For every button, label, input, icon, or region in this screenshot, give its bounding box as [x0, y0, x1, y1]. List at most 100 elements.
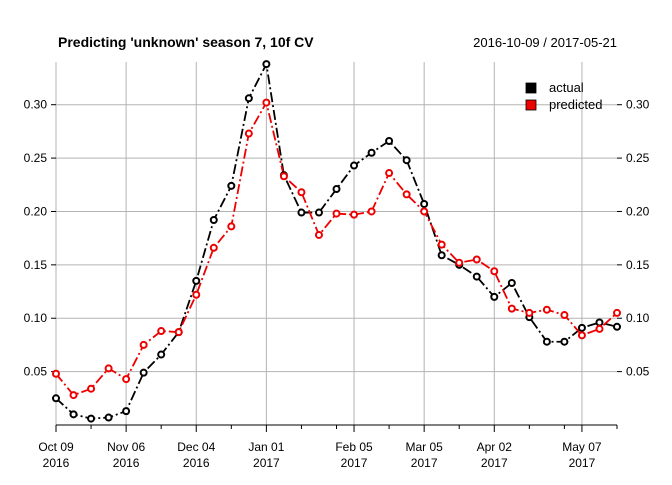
data-point-actual	[402, 156, 411, 165]
data-point-actual	[87, 414, 96, 423]
data-point-actual	[472, 272, 481, 281]
y-tick-label-right: 0.15	[626, 258, 650, 272]
data-point-predicted	[244, 129, 253, 138]
chart-title: Predicting 'unknown' season 7, 10f CV	[58, 34, 314, 50]
x-tick-label-year: 2016	[113, 456, 140, 470]
data-point-predicted	[595, 324, 604, 333]
legend: actual predicted	[525, 80, 602, 112]
y-tick-label-left: 0.30	[24, 98, 48, 112]
data-point-predicted	[613, 308, 621, 317]
x-tick-label: Nov 06	[107, 440, 145, 454]
x-tick-label: Apr 02	[477, 440, 513, 454]
data-point-actual	[227, 181, 236, 190]
data-point-predicted	[279, 172, 288, 181]
y-tick-label-right: 0.10	[626, 311, 650, 325]
x-tick-label-year: 2016	[183, 456, 210, 470]
data-point-predicted	[420, 207, 429, 216]
x-tick-label-year: 2016	[43, 456, 70, 470]
data-point-predicted	[525, 308, 534, 317]
data-point-predicted	[87, 384, 96, 393]
data-point-predicted	[192, 290, 201, 299]
series-line-predicted	[55, 101, 618, 397]
series-lines	[55, 63, 618, 420]
data-point-actual	[122, 407, 131, 416]
data-point-actual	[595, 318, 604, 327]
y-tick-label-left: 0.25	[24, 151, 48, 165]
data-point-predicted	[490, 267, 499, 276]
data-point-actual	[244, 94, 253, 103]
x-tick-label: Dec 04	[177, 440, 215, 454]
legend-label-predicted: predicted	[549, 97, 602, 112]
x-tick-label: Oct 09	[38, 440, 74, 454]
x-tick-label: May 07	[562, 440, 602, 454]
axes: 0.05 0.05 0.10 0.10 0.15 0.15 0.20 0.20 0.25 0.25…	[24, 98, 650, 470]
data-point-actual	[420, 199, 429, 208]
x-tick-label-year: 2017	[481, 456, 508, 470]
y-tick-label-right: 0.25	[626, 151, 650, 165]
x-tick-label-year: 2017	[341, 456, 368, 470]
data-point-predicted	[560, 311, 569, 320]
data-point-actual	[560, 337, 569, 346]
data-point-actual	[139, 368, 148, 377]
data-point-actual	[507, 279, 516, 288]
x-tick-label-year: 2017	[253, 456, 280, 470]
data-point-actual	[437, 251, 446, 260]
data-point-actual	[314, 208, 323, 217]
data-point-predicted	[437, 240, 446, 249]
series-line-actual	[55, 63, 618, 420]
data-point-actual	[542, 337, 551, 346]
data-point-actual	[69, 410, 78, 419]
legend-swatch-predicted	[525, 99, 537, 111]
data-point-predicted	[402, 190, 411, 199]
data-point-actual	[367, 148, 376, 157]
data-point-actual	[157, 350, 166, 359]
series-points	[52, 60, 621, 423]
data-point-actual	[332, 185, 341, 194]
legend-swatch-actual	[525, 82, 537, 94]
data-point-actual	[209, 216, 218, 225]
data-point-actual	[613, 322, 621, 331]
y-tick-label-right: 0.05	[626, 365, 650, 379]
y-tick-label-left: 0.20	[24, 204, 48, 218]
data-point-predicted	[139, 340, 148, 349]
y-tick-label-left: 0.05	[24, 365, 48, 379]
legend-label-actual: actual	[549, 80, 584, 95]
data-point-predicted	[174, 328, 183, 337]
data-point-predicted	[367, 207, 376, 216]
data-point-actual	[262, 60, 271, 69]
data-point-predicted	[227, 222, 236, 231]
x-tick-label: Jan 01	[248, 440, 284, 454]
data-point-predicted	[507, 304, 516, 313]
data-point-actual	[192, 276, 201, 285]
data-point-actual	[385, 137, 394, 146]
data-point-predicted	[69, 391, 78, 400]
data-point-predicted	[209, 243, 218, 252]
x-tick-label-year: 2017	[411, 456, 438, 470]
y-tick-label-right: 0.30	[626, 98, 650, 112]
data-point-actual	[577, 323, 586, 332]
x-tick-label: Feb 05	[335, 440, 373, 454]
data-point-predicted	[314, 230, 323, 239]
grid	[55, 62, 617, 425]
data-point-predicted	[455, 258, 464, 267]
data-point-predicted	[262, 98, 271, 107]
data-point-predicted	[472, 255, 481, 264]
y-tick-label-right: 0.20	[626, 204, 650, 218]
data-point-predicted	[157, 327, 166, 336]
data-point-predicted	[542, 305, 551, 314]
data-point-predicted	[385, 169, 394, 178]
data-point-predicted	[122, 375, 131, 384]
data-point-predicted	[297, 188, 306, 197]
data-point-actual	[52, 394, 60, 403]
data-point-predicted	[52, 369, 60, 378]
y-tick-label-left: 0.10	[24, 311, 48, 325]
data-point-actual	[350, 161, 359, 170]
data-point-predicted	[332, 209, 341, 218]
data-point-actual	[490, 292, 499, 301]
data-point-predicted	[577, 331, 586, 340]
date-range-label: 2016-10-09 / 2017-05-21	[473, 35, 617, 50]
y-tick-label-left: 0.15	[24, 258, 48, 272]
data-point-actual	[104, 413, 113, 422]
